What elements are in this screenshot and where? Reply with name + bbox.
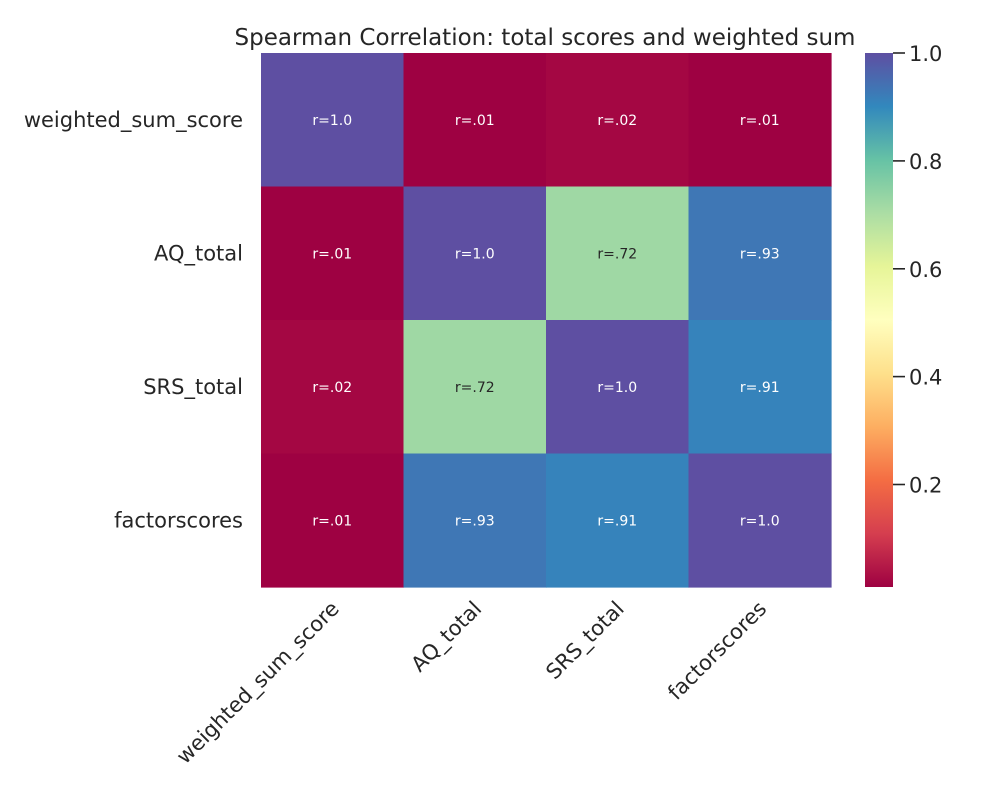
cell-annotation: r=.01 [740, 113, 780, 129]
colorbar-ticks: 0.2 0.4 0.6 0.8 1.0 [893, 42, 942, 498]
colorbar [865, 53, 893, 587]
cell-annotation: r=1.0 [312, 113, 352, 129]
heatmap-cell [546, 320, 690, 455]
x-tick-label: factorscores [663, 597, 771, 705]
heatmap-cell [403, 186, 547, 321]
chart-title: Spearman Correlation: total scores and w… [235, 25, 856, 51]
cell-annotation: r=.93 [455, 513, 495, 529]
heatmap-cell [403, 53, 547, 188]
heatmap-cell [261, 320, 405, 455]
heatmap-cell [688, 453, 832, 588]
heatmap-cell [546, 453, 690, 588]
colorbar-tick-label: 0.8 [909, 150, 942, 174]
cell-annotation: r=.91 [740, 380, 780, 396]
y-tick-label: factorscores [114, 508, 243, 532]
heatmap-cell [546, 53, 690, 188]
y-axis-tick-labels: weighted_sum_score AQ_total SRS_totalfacto… [24, 108, 243, 532]
heatmap-cell [688, 186, 832, 321]
cell-annotation: r=.93 [740, 246, 780, 262]
cell-annotation: r=1.0 [597, 380, 637, 396]
heatmap-cell [688, 53, 832, 188]
heatmap-cell [261, 453, 405, 588]
x-tick-label: weighted_sum_score [172, 597, 345, 770]
colorbar-tick-label: 0.2 [909, 474, 942, 498]
cell-annotation: r=.72 [455, 380, 495, 396]
cell-annotation: r=.01 [312, 246, 352, 262]
heatmap-cell [546, 186, 690, 321]
heatmap-cell [688, 320, 832, 455]
cell-annotation: r=.01 [312, 513, 352, 529]
heatmap-cell [261, 186, 405, 321]
y-tick-label: SRS_total [143, 375, 243, 400]
x-tick-label: SRS_total [541, 597, 629, 685]
colorbar-tick-label: 0.6 [909, 258, 942, 282]
heatmap-cell [403, 453, 547, 588]
x-axis-tick-labels: weighted_sum_score AQ_total SRS_total facto… [172, 597, 771, 770]
cell-annotation: r=.72 [597, 246, 637, 262]
y-tick-label: weighted_sum_score [24, 108, 243, 133]
cell-annotation: r=.01 [455, 113, 495, 129]
colorbar-tick-label: 0.4 [909, 366, 942, 390]
heatmap-cell [403, 320, 547, 455]
cell-annotation: r=.91 [597, 513, 637, 529]
y-tick-label: AQ_total [154, 241, 243, 266]
colorbar-tick-label: 1.0 [909, 42, 942, 66]
cell-annotation: r=.02 [312, 380, 352, 396]
heatmap-cells: r=1.0 r=.01 r=.02 r=.01 r=.01 r=1.0 r=.72 r=.93… [261, 53, 832, 588]
heatmap-cell [261, 53, 405, 188]
x-tick-label: AQ_total [406, 597, 487, 678]
cell-annotation: r=1.0 [455, 246, 495, 262]
cell-annotation: r=1.0 [740, 513, 780, 529]
cell-annotation: r=.02 [597, 113, 637, 129]
